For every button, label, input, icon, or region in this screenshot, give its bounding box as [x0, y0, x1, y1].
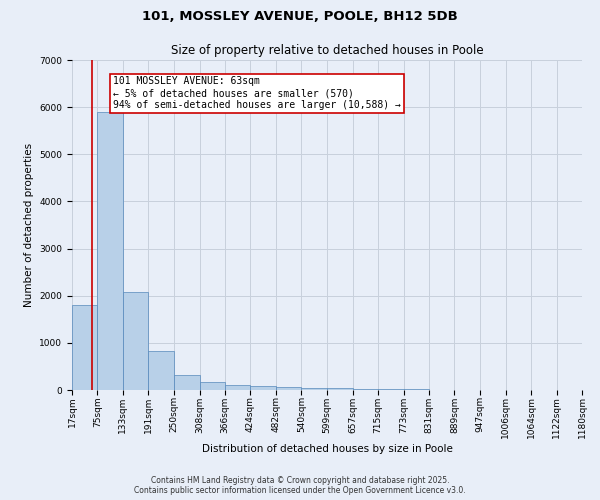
X-axis label: Distribution of detached houses by size in Poole: Distribution of detached houses by size …	[202, 444, 452, 454]
Text: 101, MOSSLEY AVENUE, POOLE, BH12 5DB: 101, MOSSLEY AVENUE, POOLE, BH12 5DB	[142, 10, 458, 23]
Bar	[97, 112, 123, 390]
Text: Contains HM Land Registry data © Crown copyright and database right 2025.
Contai: Contains HM Land Registry data © Crown c…	[134, 476, 466, 495]
Bar	[148, 351, 174, 390]
Bar	[174, 376, 200, 390]
Bar	[276, 387, 301, 390]
Bar	[72, 305, 97, 390]
Bar	[301, 388, 327, 390]
Bar	[250, 386, 276, 390]
Bar	[353, 389, 378, 390]
Bar	[200, 382, 225, 390]
Title: Size of property relative to detached houses in Poole: Size of property relative to detached ho…	[170, 44, 484, 58]
Y-axis label: Number of detached properties: Number of detached properties	[24, 143, 34, 307]
Bar	[327, 388, 353, 390]
Bar	[123, 292, 148, 390]
Bar	[225, 386, 250, 390]
Text: 101 MOSSLEY AVENUE: 63sqm
← 5% of detached houses are smaller (570)
94% of semi-: 101 MOSSLEY AVENUE: 63sqm ← 5% of detach…	[113, 76, 401, 110]
Bar	[378, 389, 404, 390]
